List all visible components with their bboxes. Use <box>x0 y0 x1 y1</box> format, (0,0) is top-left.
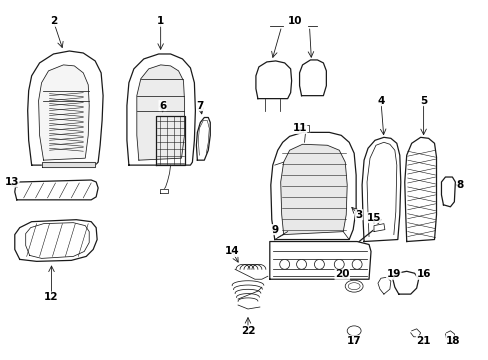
Text: 18: 18 <box>445 336 460 346</box>
Polygon shape <box>15 180 98 200</box>
Ellipse shape <box>345 280 362 292</box>
Polygon shape <box>269 242 370 279</box>
Circle shape <box>279 260 289 269</box>
Circle shape <box>334 260 344 269</box>
Text: 13: 13 <box>4 177 19 187</box>
Text: 4: 4 <box>376 96 384 105</box>
Text: 5: 5 <box>419 96 427 105</box>
Polygon shape <box>15 220 97 261</box>
Text: 3: 3 <box>355 210 362 220</box>
Polygon shape <box>160 189 167 193</box>
Polygon shape <box>361 137 400 242</box>
Text: 17: 17 <box>346 336 361 346</box>
Polygon shape <box>28 51 103 165</box>
Polygon shape <box>302 125 309 132</box>
Text: 9: 9 <box>271 225 278 235</box>
Polygon shape <box>392 271 418 294</box>
Polygon shape <box>137 65 184 160</box>
Text: 15: 15 <box>366 213 381 223</box>
Text: 2: 2 <box>50 16 57 26</box>
Ellipse shape <box>347 283 359 290</box>
Circle shape <box>351 260 361 269</box>
Circle shape <box>314 260 324 269</box>
Polygon shape <box>196 117 210 160</box>
Circle shape <box>296 260 306 269</box>
Polygon shape <box>404 137 436 242</box>
Polygon shape <box>270 132 355 239</box>
Text: 12: 12 <box>44 292 59 302</box>
Text: 8: 8 <box>456 180 463 190</box>
Text: 11: 11 <box>292 123 306 134</box>
Polygon shape <box>441 177 454 207</box>
Polygon shape <box>373 224 384 231</box>
Text: 16: 16 <box>415 269 430 279</box>
Text: 14: 14 <box>224 247 239 256</box>
Polygon shape <box>41 162 95 167</box>
Polygon shape <box>127 54 195 165</box>
Text: 22: 22 <box>240 326 255 336</box>
Polygon shape <box>39 65 89 160</box>
Polygon shape <box>255 61 291 99</box>
Ellipse shape <box>346 326 360 336</box>
Text: 1: 1 <box>157 16 164 26</box>
Text: 21: 21 <box>415 336 430 346</box>
Polygon shape <box>155 116 185 165</box>
Text: 10: 10 <box>287 16 301 26</box>
Text: 6: 6 <box>159 100 166 111</box>
Polygon shape <box>280 144 346 235</box>
Polygon shape <box>377 277 390 294</box>
Text: 7: 7 <box>196 100 203 111</box>
Polygon shape <box>299 60 325 96</box>
Text: 20: 20 <box>334 269 349 279</box>
Text: 19: 19 <box>386 269 400 279</box>
